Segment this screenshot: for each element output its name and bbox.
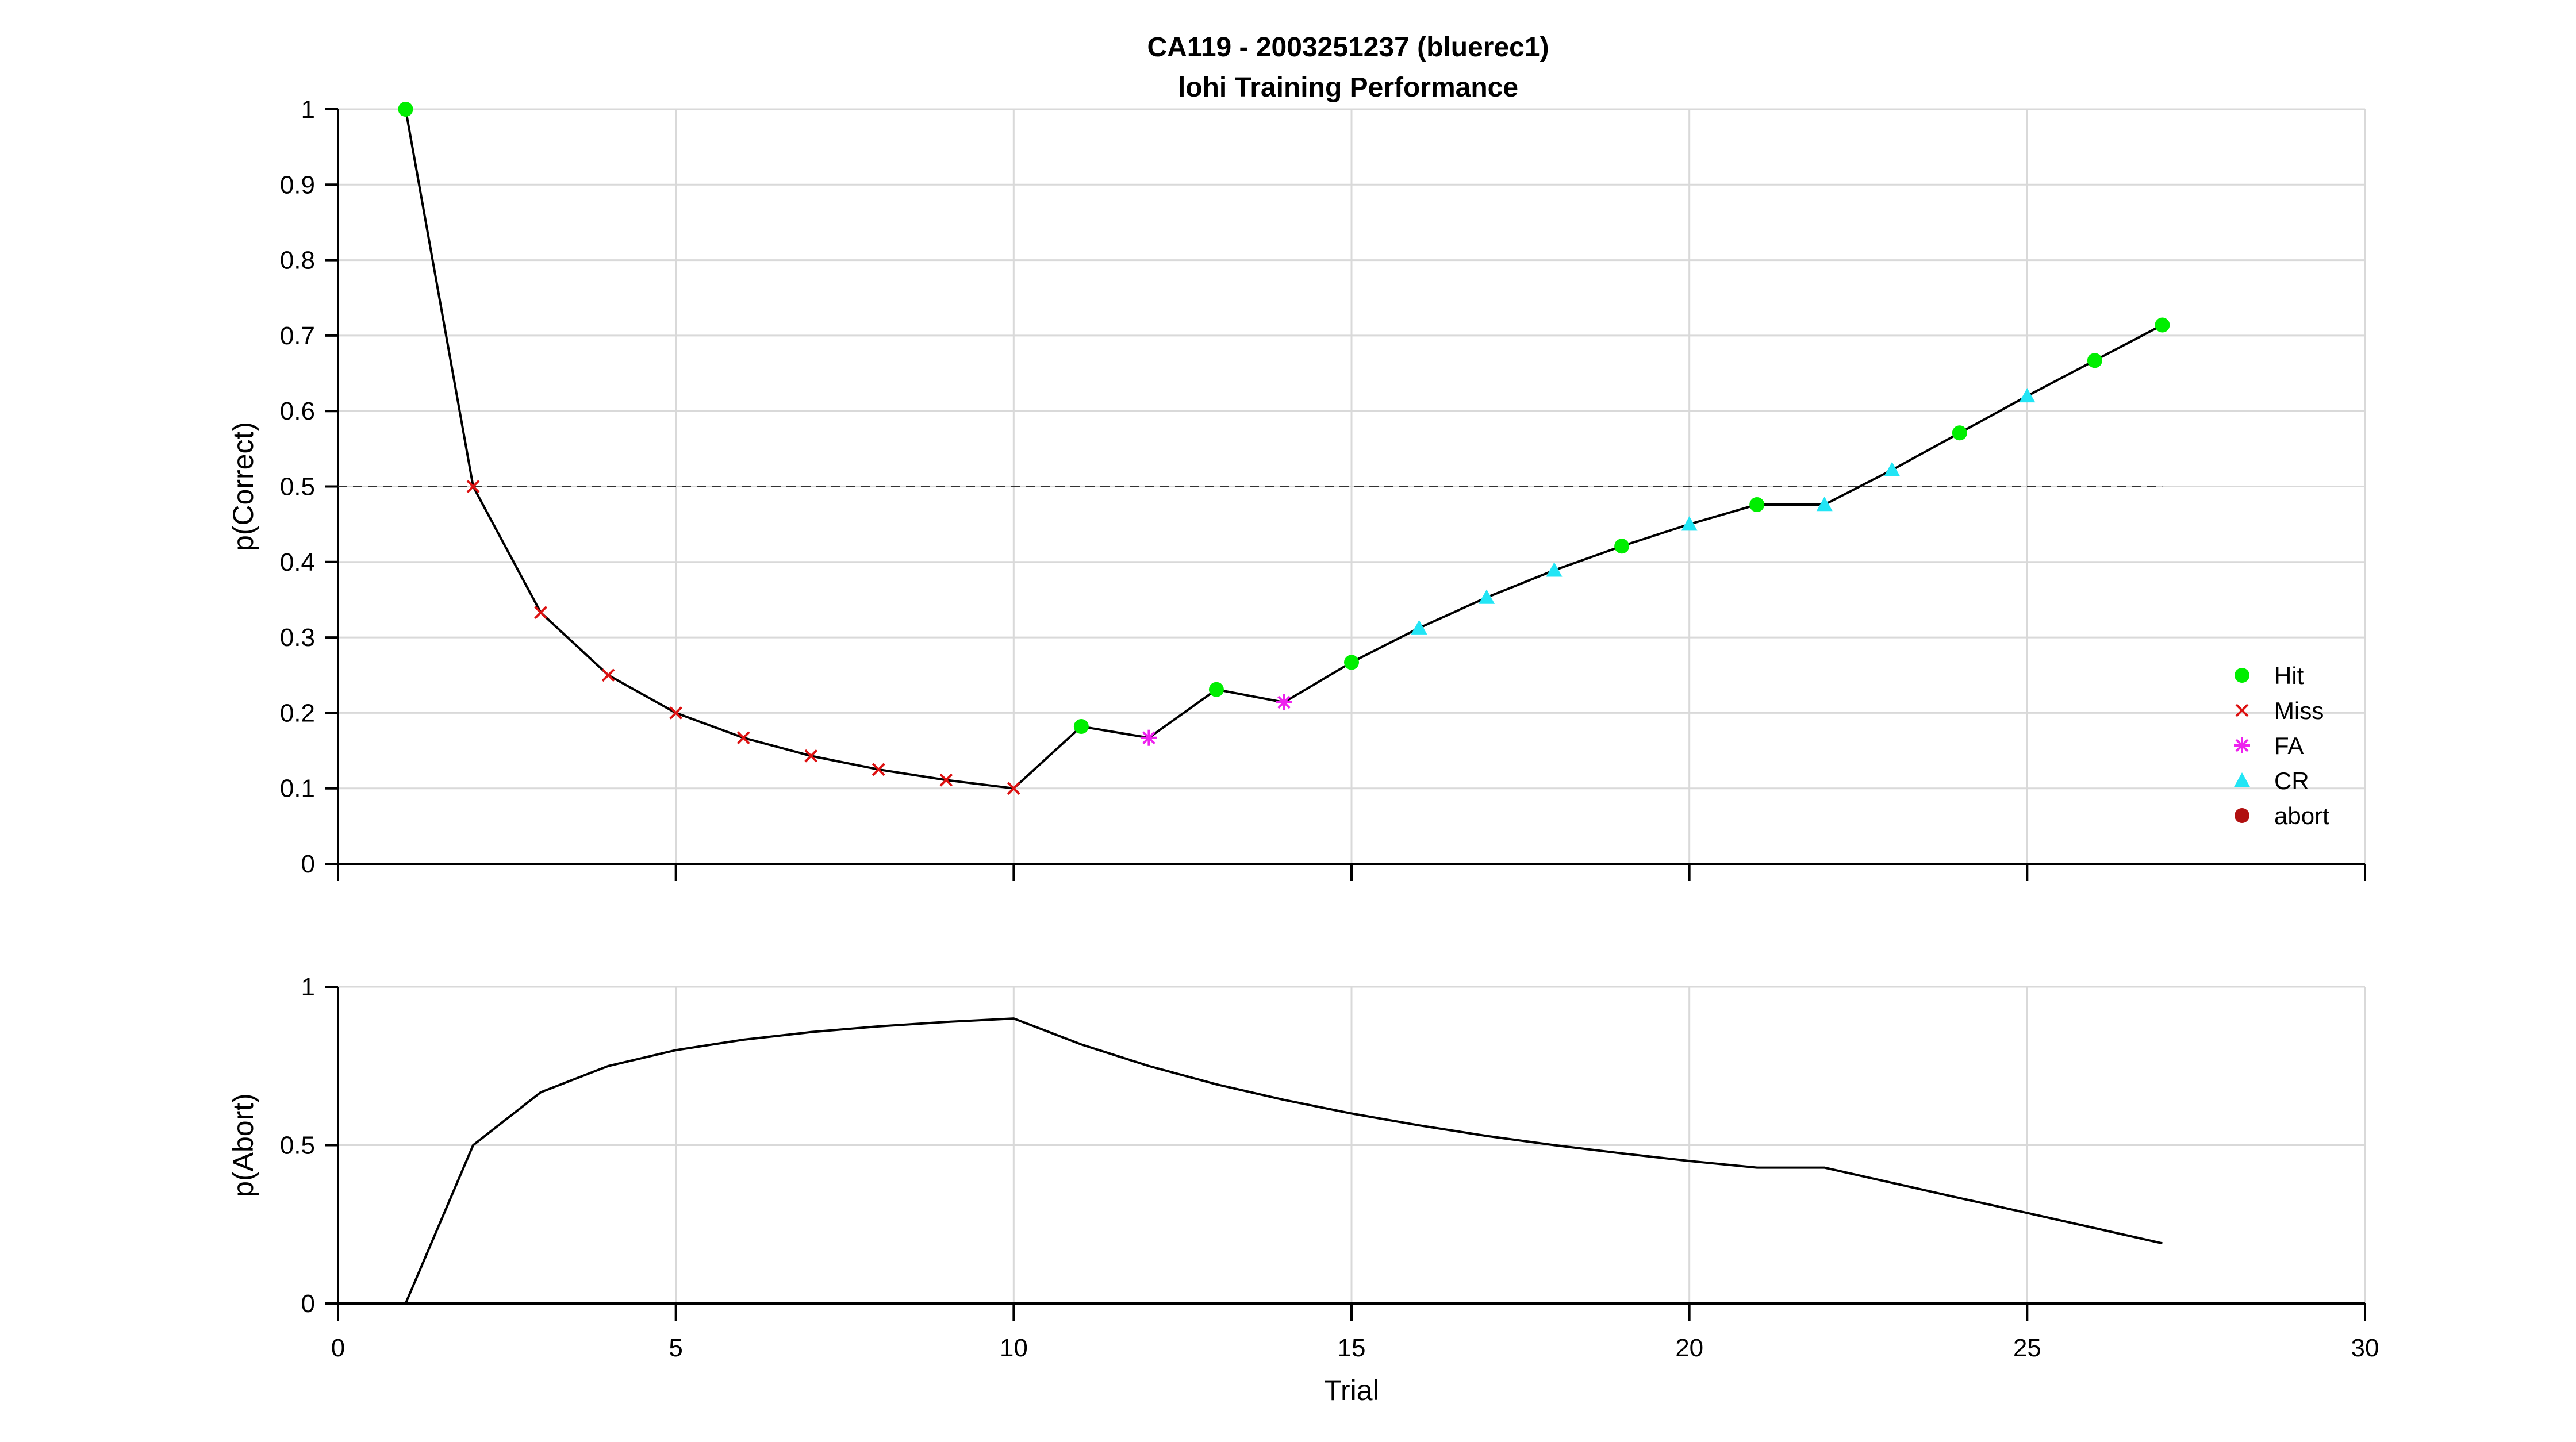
legend-fa-icon: [2234, 737, 2250, 753]
bottom-y-axis-label: p(Abort): [227, 1093, 259, 1197]
point-miss: [1007, 782, 1020, 795]
bottom-x-tick-label: 0: [331, 1334, 345, 1362]
point-cr: [1411, 620, 1427, 635]
legend: Hit Miss FA CR abort: [2234, 662, 2329, 829]
point-miss: [601, 668, 615, 682]
point-miss: [939, 773, 953, 787]
point-hit: [1344, 655, 1359, 670]
point-miss: [534, 606, 548, 620]
p-correct-panel: 0 0.1 0.2 0.3 0.4 0.5 0.6 0.7 0.8 0.9 1 p(Correct) H…: [227, 95, 2366, 881]
point-hit: [1614, 539, 1630, 554]
point-hit: [2155, 317, 2170, 333]
figure-title-line1: CA119 - 2003251237 (bluerec1): [1147, 32, 1549, 63]
bottom-y-tick-label: 0.5: [280, 1132, 315, 1160]
bottom-series-line: [404, 1017, 2163, 1304]
bottom-x-axis-label: Trial: [1324, 1374, 1379, 1406]
bottom-x-tick-label: 20: [1675, 1334, 1703, 1362]
legend-label-miss: Miss: [2274, 697, 2324, 724]
top-y-tick-label: 0.1: [280, 775, 315, 803]
bottom-x-tick-label: 5: [669, 1334, 682, 1362]
top-y-axis-label: p(Correct): [227, 422, 259, 551]
legend-miss-icon: [2235, 703, 2249, 717]
top-y-tick-label: 0.9: [280, 171, 315, 199]
point-hit: [1952, 425, 1967, 441]
top-y-tick-label: 0.2: [280, 699, 315, 727]
point-hit: [1073, 719, 1089, 735]
point-cr: [1884, 462, 1901, 476]
top-y-tick-label: 0: [301, 850, 315, 878]
bottom-x-tick-label: 15: [1338, 1334, 1366, 1362]
point-cr: [1681, 516, 1698, 531]
legend-label-fa: FA: [2274, 732, 2304, 759]
legend-abort-icon: [2235, 808, 2249, 823]
point-cr: [2019, 387, 2036, 403]
bottom-x-tick-label: 10: [1000, 1334, 1028, 1362]
point-miss: [804, 749, 818, 763]
legend-cr-icon: [2234, 772, 2250, 787]
legend-label-hit: Hit: [2274, 662, 2304, 689]
point-miss: [872, 763, 885, 776]
point-cr: [1479, 589, 1495, 604]
legend-label-abort: abort: [2274, 802, 2329, 829]
top-y-tick-label: 0.3: [280, 624, 315, 652]
bottom-x-tick-label: 30: [2351, 1334, 2379, 1362]
p-abort-panel: 00.510 5 10 15 20 25 30p(Abort)Trial: [227, 973, 2379, 1406]
top-y-tick-label: 0.6: [280, 397, 315, 425]
top-y-tick-label: 0.7: [280, 322, 315, 350]
point-cr: [1546, 562, 1563, 577]
top-y-tick-label: 0.5: [280, 473, 315, 501]
bottom-y-tick-label: 1: [301, 973, 315, 1001]
legend-hit-icon: [2235, 668, 2249, 683]
point-cr: [1816, 497, 1833, 512]
point-hit: [2087, 353, 2102, 368]
point-fa: [1276, 694, 1292, 711]
top-y-tick-label: 0.8: [280, 247, 315, 275]
figure-title-line2: lohi Training Performance: [1178, 72, 1518, 103]
top-y-tick-label: 1: [301, 95, 315, 124]
bottom-y-tick-label: 0: [301, 1290, 315, 1318]
top-series-line: [404, 109, 2163, 790]
top-y-tick-label: 0.4: [280, 548, 315, 576]
point-hit: [1749, 497, 1765, 513]
point-miss: [669, 706, 683, 720]
point-fa: [1141, 729, 1157, 746]
legend-label-cr: CR: [2274, 767, 2309, 794]
point-miss: [736, 731, 750, 745]
bottom-x-tick-label: 25: [2013, 1334, 2041, 1362]
point-hit: [398, 102, 413, 117]
point-miss: [466, 480, 480, 493]
point-hit: [1208, 682, 1224, 697]
